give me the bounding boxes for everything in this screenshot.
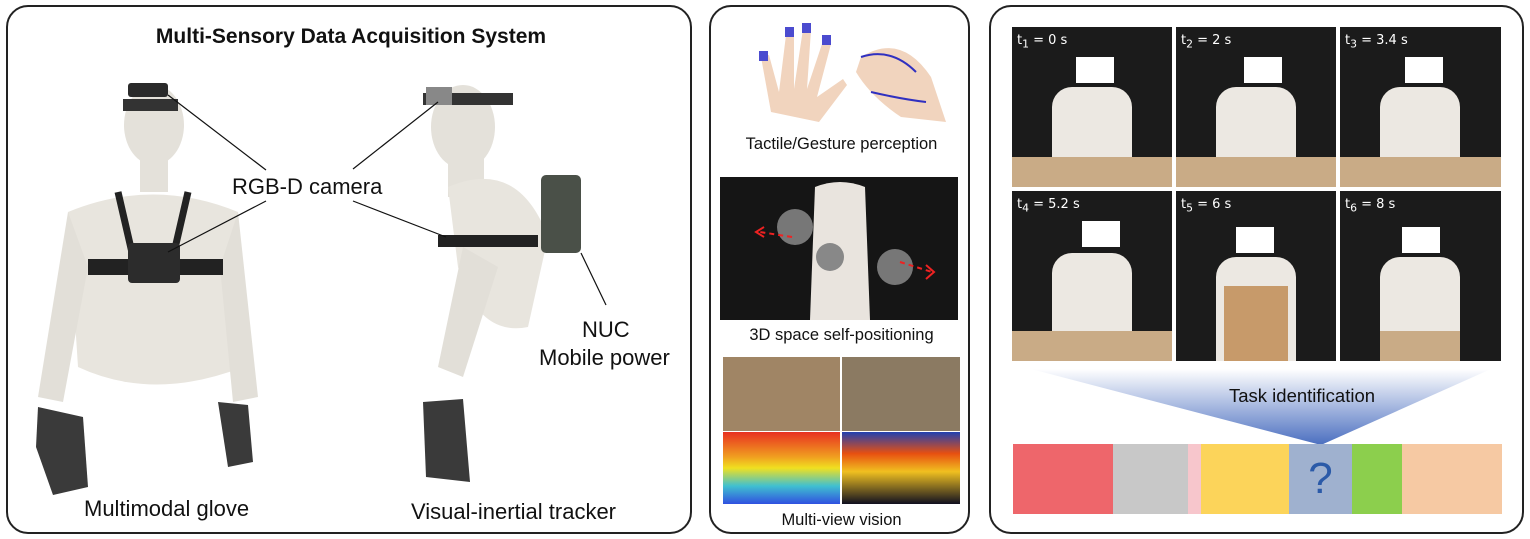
frame-time-label: t2 = 2 s: [1181, 33, 1232, 51]
glove-right: [218, 402, 253, 467]
tracker-label: Visual-inertial tracker: [411, 499, 617, 524]
segment-4: [1201, 444, 1289, 514]
frame-t6: t6 = 8 s: [1340, 191, 1501, 361]
front-mannequin: [36, 83, 258, 495]
sensing-panel: Tactile/Gesture perception 3D space self…: [709, 5, 970, 534]
nuc-label: NUC: [582, 317, 630, 342]
frame-time-label: t1 = 0 s: [1017, 33, 1068, 51]
frame-time-label: t4 = 5.2 s: [1017, 197, 1080, 215]
view-2-rgb: [842, 357, 960, 431]
view-1-depth: [723, 432, 840, 504]
head-camera-front: [128, 83, 168, 97]
view-2-depth: [842, 432, 960, 504]
task-identification-label: Task identification: [1229, 385, 1376, 406]
question-mark: ?: [1308, 454, 1333, 503]
segment-unknown: ?: [1289, 444, 1352, 514]
mobile-power-label: Mobile power: [539, 345, 670, 370]
segment-6: [1352, 444, 1402, 514]
segment-2: [1113, 444, 1188, 514]
nuc-backpack: [541, 175, 581, 253]
segment-3: [1188, 444, 1201, 514]
task-funnel: [1031, 369, 1491, 445]
system-panel: Multi-Sensory Data Acquisition System: [6, 5, 692, 534]
face-mask: [1082, 221, 1120, 247]
pointer-lines: [167, 94, 607, 306]
head-tracker: [426, 87, 452, 105]
system-title: Multi-Sensory Data Acquisition System: [155, 25, 547, 48]
mannequin-illustrations: [36, 83, 607, 495]
task-segment-bar: ?: [1013, 444, 1502, 514]
face-mask: [1244, 57, 1282, 83]
frame-time-label: t5 = 6 s: [1181, 197, 1232, 215]
face-mask: [1405, 57, 1443, 83]
glove-label: Multimodal glove: [84, 496, 250, 521]
face-mask: [1076, 57, 1114, 83]
frame-t1: t1 = 0 s: [1012, 27, 1172, 187]
vision-caption: Multi-view vision: [781, 511, 902, 529]
glove-side: [423, 399, 470, 482]
frame-time-label: t6 = 8 s: [1345, 197, 1396, 215]
frame-t4: t4 = 5.2 s: [1012, 191, 1172, 361]
task-panel: t1 = 0 s t2 = 2 s t3 = 3.4 s t4 = 5.2 s …: [989, 5, 1524, 534]
frame-time-label: t3 = 3.4 s: [1345, 33, 1408, 51]
segment-7: [1402, 444, 1502, 514]
frame-t3: t3 = 3.4 s: [1340, 27, 1501, 187]
view-1-rgb: [723, 357, 840, 431]
side-mannequin: [423, 85, 581, 482]
face-mask: [1236, 227, 1274, 253]
tactile-caption: Tactile/Gesture perception: [745, 135, 938, 153]
segment-1: [1013, 444, 1113, 514]
chest-camera: [128, 243, 180, 283]
positioning-caption: 3D space self-positioning: [749, 326, 934, 344]
frame-t5: t5 = 6 s: [1176, 191, 1336, 361]
face-mask: [1402, 227, 1440, 253]
frame-t2: t2 = 2 s: [1176, 27, 1336, 187]
positioning-image: [720, 177, 958, 320]
camera-label: RGB-D camera: [232, 174, 383, 199]
hand-illustration: [759, 23, 946, 122]
glove-left: [36, 407, 88, 495]
